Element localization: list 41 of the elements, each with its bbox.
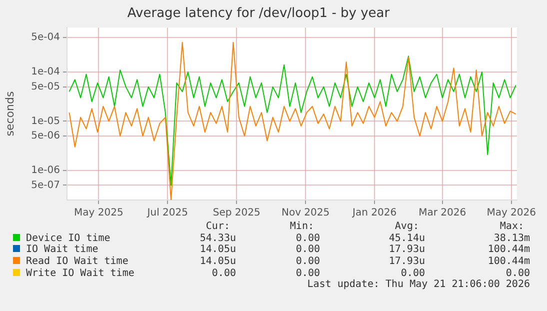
x-tick-label: Sep 2025 <box>212 208 260 219</box>
text: 0.00 <box>296 232 320 244</box>
text: 0.00 <box>296 256 320 268</box>
x-tick-label: Nov 2025 <box>281 208 330 219</box>
x-tick-label: May 2026 <box>486 208 536 219</box>
text: Avg: <box>394 221 419 232</box>
text: 100.44m <box>488 244 530 256</box>
text: 17.93u <box>388 244 425 256</box>
x-tick-label: Mar 2026 <box>418 208 466 219</box>
y-tick-label: 1e-04 <box>31 66 60 78</box>
text: Max: <box>500 221 524 232</box>
legend-label: IO Wait time <box>25 244 98 256</box>
y-tick-label: 5e-04 <box>31 32 60 44</box>
legend-label: Device IO time <box>25 232 110 244</box>
legend-label: Read IO Wait time <box>25 256 128 268</box>
text: 0.00 <box>400 268 425 279</box>
x-tick-label: May 2025 <box>74 208 124 219</box>
text: 100.44m <box>488 256 530 268</box>
y-tick-label: 1e-05 <box>31 116 60 127</box>
text: 14.05u <box>200 244 236 256</box>
text: 38.13m <box>494 232 530 244</box>
text: 54.33u <box>200 232 236 244</box>
y-axis-title: seconds <box>3 91 16 136</box>
y-tick-label: 5e-07 <box>31 180 60 191</box>
text: Cur: <box>206 221 230 232</box>
legend-label: Write IO Wait time <box>25 268 134 279</box>
text: 17.93u <box>388 256 425 268</box>
text: Last update: Thu May 21 21:06:00 2026 <box>307 279 530 290</box>
y-tick-label: 1e-06 <box>31 164 60 176</box>
chart-title: Average latency for /dev/loop1 - by year <box>127 6 390 22</box>
y-tick-label: 5e-06 <box>31 130 60 142</box>
text: 0.00 <box>296 244 320 256</box>
text: 0.00 <box>296 268 320 279</box>
y-tick-label: 5e-05 <box>31 81 60 92</box>
x-tick-label: Jan 2026 <box>352 208 397 219</box>
text: 0.00 <box>506 268 530 279</box>
text: 0.00 <box>212 268 236 279</box>
x-tick-label: Jul 2025 <box>146 208 188 219</box>
text: Min: <box>290 221 314 232</box>
text: 14.05u <box>200 256 236 268</box>
text: 45.14u <box>388 232 425 244</box>
